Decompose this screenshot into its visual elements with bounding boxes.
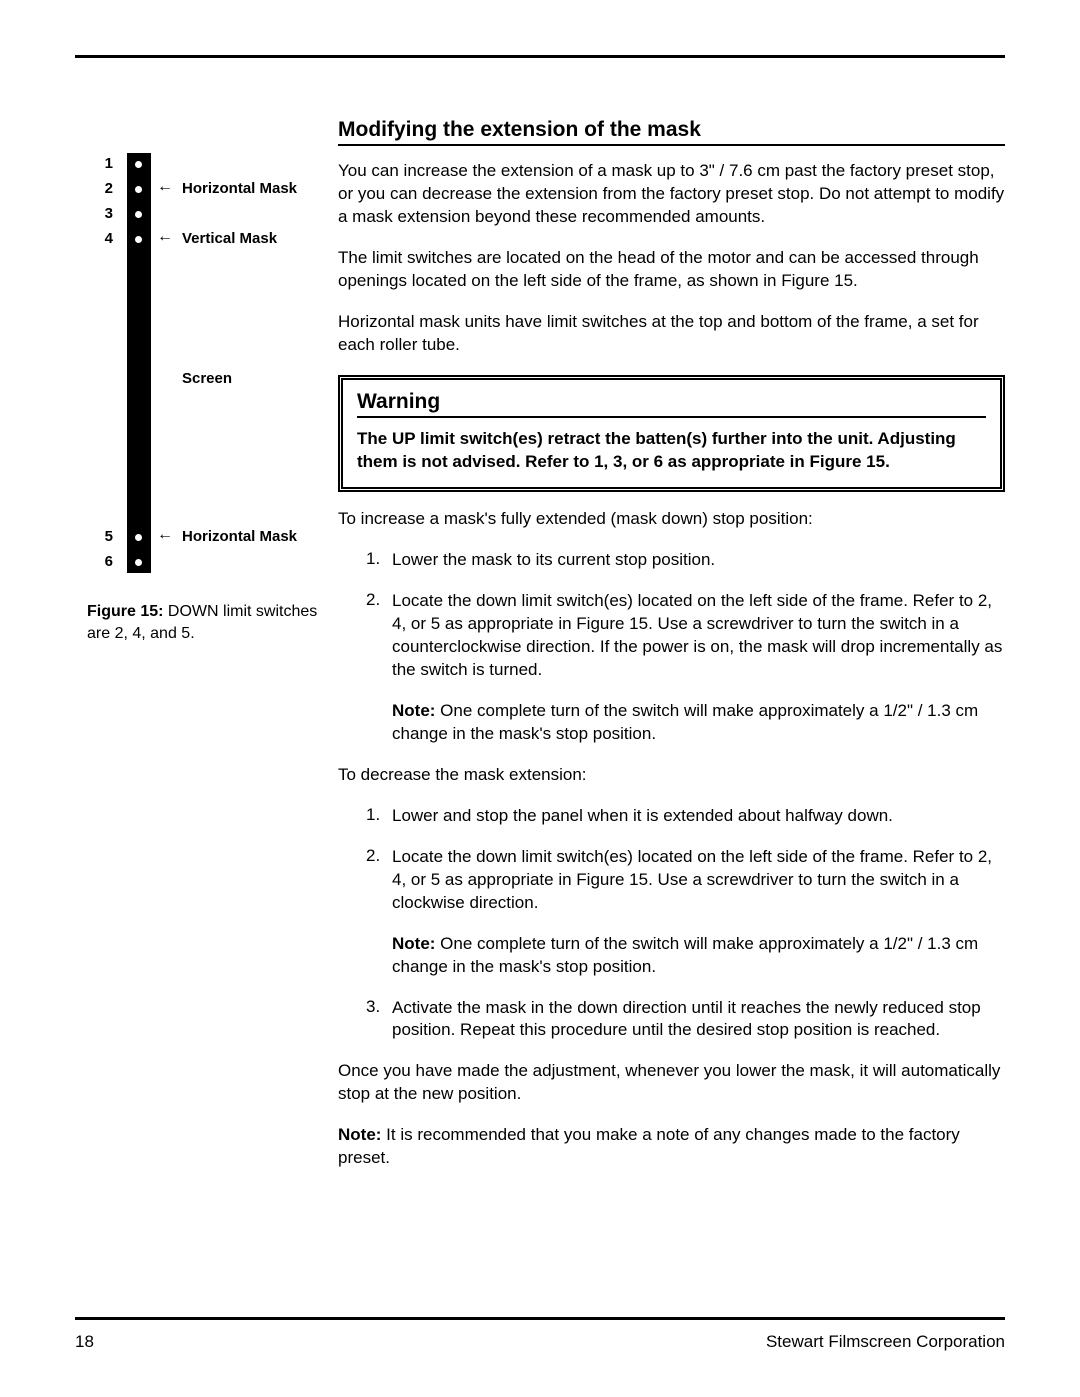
note-3: Note: It is recommended that you make a … [338,1124,1005,1170]
note-1: Note: One complete turn of the switch wi… [392,700,1005,746]
increase-intro: To increase a mask's fully extended (mas… [338,508,1005,531]
text-column: Modifying the extension of the mask You … [338,118,1005,1188]
num-3: 3 [93,205,113,222]
warning-title: Warning [357,390,986,418]
footer: 18 Stewart Filmscreen Corporation [75,1317,1005,1352]
warning-text: The UP limit switch(es) retract the batt… [357,428,986,474]
label-horizontal-mask: Horizontal Mask [182,180,297,197]
dot-4 [135,236,142,243]
list-text: Locate the down limit switch(es) located… [392,590,1005,682]
num-2: 2 [93,180,113,197]
dot-2 [135,186,142,193]
label-vertical-mask: Vertical Mask [182,230,277,247]
dot-3 [135,211,142,218]
list-item: 2. Locate the down limit switch(es) loca… [366,590,1005,682]
content-row: 1 2 3 4 5 6 ← ← ← Horizontal Mask Vertic… [75,118,1005,1188]
footer-rule [75,1317,1005,1320]
arrow-icon: ← [157,178,173,196]
increase-list: 1. Lower the mask to its current stop po… [366,549,1005,682]
para-intro-1: You can increase the extension of a mask… [338,160,1005,229]
note-label: Note: [392,934,435,953]
section-heading: Modifying the extension of the mask [338,118,1005,146]
list-num: 1. [366,805,392,828]
list-text: Lower the mask to its current stop posit… [392,549,1005,572]
note-text: One complete turn of the switch will mak… [392,701,978,743]
note-text: One complete turn of the switch will mak… [392,934,978,976]
list-item: 1. Lower and stop the panel when it is e… [366,805,1005,828]
label-screen: Screen [182,370,232,387]
figure-column: 1 2 3 4 5 6 ← ← ← Horizontal Mask Vertic… [75,118,320,1188]
list-item: 3. Activate the mask in the down directi… [366,997,1005,1043]
num-4: 4 [93,230,113,247]
dot-5 [135,534,142,541]
arrow-icon: ← [157,228,173,246]
num-1: 1 [93,155,113,172]
dot-6 [135,559,142,566]
note-text: It is recommended that you make a note o… [338,1125,960,1167]
page-content: 1 2 3 4 5 6 ← ← ← Horizontal Mask Vertic… [75,55,1005,1352]
dot-1 [135,161,142,168]
para-intro-3: Horizontal mask units have limit switche… [338,311,1005,357]
list-item: 1. Lower the mask to its current stop po… [366,549,1005,572]
list-text: Locate the down limit switch(es) located… [392,846,1005,915]
num-5: 5 [93,528,113,545]
list-num: 3. [366,997,392,1043]
para-intro-2: The limit switches are located on the he… [338,247,1005,293]
list-num: 2. [366,590,392,682]
warning-box: Warning The UP limit switch(es) retract … [338,375,1005,493]
top-rule [75,55,1005,58]
page-number: 18 [75,1332,94,1352]
note-label: Note: [392,701,435,720]
num-6: 6 [93,553,113,570]
footer-company: Stewart Filmscreen Corporation [766,1332,1005,1352]
label-horizontal-mask-2: Horizontal Mask [182,528,297,545]
diagram: 1 2 3 4 5 6 ← ← ← Horizontal Mask Vertic… [75,153,320,583]
note-2: Note: One complete turn of the switch wi… [392,933,1005,979]
list-num: 1. [366,549,392,572]
note-label: Note: [338,1125,381,1144]
figure-wrap: 1 2 3 4 5 6 ← ← ← Horizontal Mask Vertic… [75,153,320,644]
decrease-intro: To decrease the mask extension: [338,764,1005,787]
decrease-list: 1. Lower and stop the panel when it is e… [366,805,1005,915]
footer-row: 18 Stewart Filmscreen Corporation [75,1332,1005,1352]
list-text: Activate the mask in the down direction … [392,997,1005,1043]
arrow-icon: ← [157,526,173,544]
list-item: 2. Locate the down limit switch(es) loca… [366,846,1005,915]
decrease-list-cont: 3. Activate the mask in the down directi… [366,997,1005,1043]
figure-caption: Figure 15: DOWN limit switches are 2, 4,… [87,601,320,644]
list-text: Lower and stop the panel when it is exte… [392,805,1005,828]
para-after: Once you have made the adjustment, whene… [338,1060,1005,1106]
list-num: 2. [366,846,392,915]
figure-caption-bold: Figure 15: [87,603,163,620]
